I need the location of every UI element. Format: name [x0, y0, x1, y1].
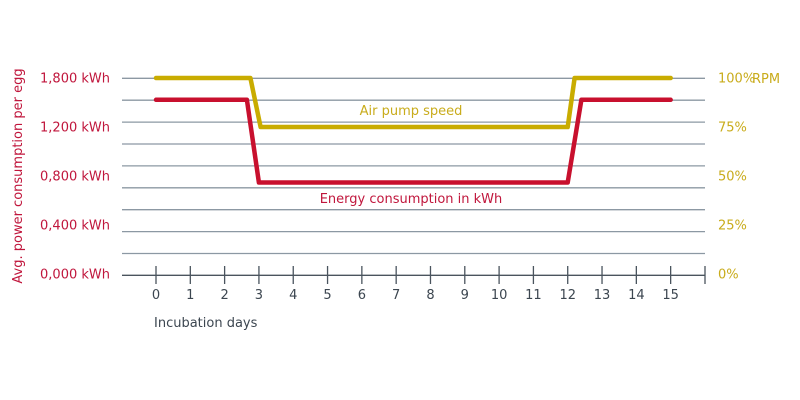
left-tick-label: 1,800 kWh: [40, 72, 110, 87]
series-line-air-pump-speed: [153, 75, 673, 130]
right-axis-unit: RPM: [752, 72, 780, 87]
right-tick-label: 50%: [718, 170, 747, 185]
series-label-energy: Energy consumption in kWh: [320, 192, 503, 207]
right-axis-ticks: 0% 25% 50% 75% 100%: [718, 72, 755, 283]
x-tick-label: 11: [525, 288, 542, 303]
x-tick-label: 4: [289, 288, 297, 303]
left-tick-label: 0,400 kWh: [40, 219, 110, 234]
x-tick-label: 2: [220, 288, 228, 303]
left-axis-ticks: 0,000 kWh 0,400 kWh 0,800 kWh 1,200 kWh 1,80…: [40, 72, 110, 283]
y-axis-label: Avg. power consumption per egg: [11, 68, 26, 283]
x-axis-label: Incubation days: [154, 316, 258, 331]
x-tick-label: 7: [392, 288, 400, 303]
right-tick-label: 0%: [718, 268, 739, 283]
right-tick-label: 25%: [718, 219, 747, 234]
x-tick-label: 1: [186, 288, 194, 303]
x-tick-label: 9: [461, 288, 469, 303]
x-tick-label: 15: [662, 288, 679, 303]
series-lines: [153, 75, 673, 185]
x-tick-label: 0: [152, 288, 160, 303]
x-tick-label: 13: [594, 288, 611, 303]
x-tick-label: 14: [628, 288, 645, 303]
x-tick-label: 12: [559, 288, 576, 303]
left-tick-label: 0,000 kWh: [40, 268, 110, 283]
x-tick-label: 10: [491, 288, 508, 303]
right-tick-label: 75%: [718, 121, 747, 136]
series-line-energy-consumption-in-kwh: [153, 97, 673, 185]
left-tick-label: 1,200 kWh: [40, 121, 110, 136]
x-tick-label: 6: [358, 288, 366, 303]
x-tick-label: 8: [426, 288, 434, 303]
series-label-air-pump: Air pump speed: [360, 104, 463, 119]
left-tick-label: 0,800 kWh: [40, 170, 110, 185]
x-axis: 0 1 2 3 4 5 6 7 8 9 10 11 12 13 14 15: [122, 266, 706, 303]
x-tick-label: 5: [323, 288, 331, 303]
right-tick-label: 100%: [718, 72, 755, 87]
x-tick-label: 3: [255, 288, 263, 303]
